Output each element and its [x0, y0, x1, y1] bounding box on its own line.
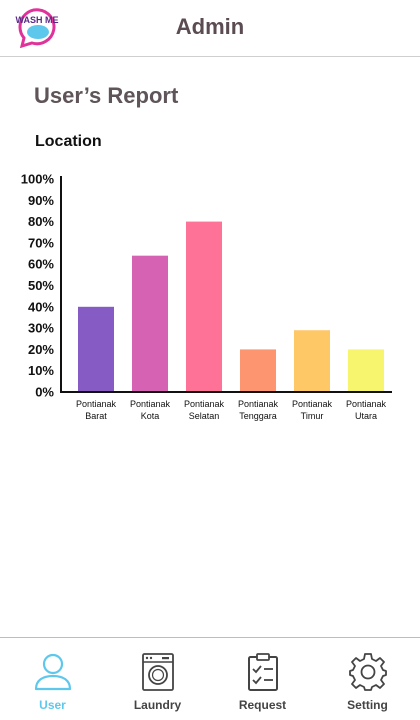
nav-item-setting[interactable]: Setting [315, 638, 420, 720]
category-label: Kota [141, 411, 160, 421]
nav-label-user: User [39, 698, 66, 712]
category-label: Pontianak [130, 399, 171, 409]
nav-label-laundry: Laundry [133, 698, 182, 712]
logo-text-wash: WASH ME [15, 15, 58, 25]
category-label: Tenggara [239, 411, 277, 421]
y-tick-label: 60% [28, 257, 54, 272]
bar [294, 330, 330, 392]
bar [186, 221, 222, 392]
wash-me-logo[interactable]: WASH ME [14, 6, 60, 48]
app-header: WASH ME Admin [0, 0, 420, 57]
bottom-nav: User Laundry Request Setting [0, 637, 420, 720]
section-title: Location [35, 133, 102, 150]
category-label: Pontianak [184, 399, 225, 409]
category-label: Utara [355, 411, 377, 421]
page-title: User’s Report [34, 83, 179, 108]
y-tick-label: 30% [28, 321, 54, 336]
nav-item-request[interactable]: Request [210, 638, 315, 720]
y-tick-label: 90% [28, 193, 54, 208]
y-tick-label: 10% [28, 363, 54, 378]
category-label: Selatan [189, 411, 220, 421]
y-tick-label: 100% [21, 172, 55, 187]
category-label: Pontianak [292, 399, 333, 409]
bar [240, 349, 276, 392]
washing-machine-icon [141, 653, 174, 691]
category-label: Pontianak [346, 399, 387, 409]
bar [132, 255, 168, 392]
category-label: Pontianak [76, 399, 117, 409]
nav-label-setting: Setting [347, 698, 388, 712]
y-tick-label: 50% [28, 278, 54, 293]
y-tick-label: 40% [28, 299, 54, 314]
bar [78, 306, 114, 392]
y-tick-label: 0% [35, 385, 54, 400]
nav-item-user[interactable]: User [0, 638, 105, 720]
header-title: Admin [175, 14, 245, 39]
user-icon [34, 653, 71, 691]
y-tick-label: 20% [28, 342, 54, 357]
category-label: Timur [301, 411, 324, 421]
y-tick-label: 80% [28, 214, 54, 229]
nav-item-laundry[interactable]: Laundry [105, 638, 210, 720]
location-bar-chart: 0% 10% 20% 30% 40% 50% 60% 70% 80% 90% 100% Pontia… [21, 172, 392, 421]
gear-icon [348, 653, 387, 691]
clipboard-check-icon [247, 653, 278, 691]
nav-label-request: Request [238, 698, 287, 712]
bar [348, 349, 384, 392]
category-label: Pontianak [238, 399, 279, 409]
y-tick-label: 70% [28, 235, 54, 250]
category-label: Barat [85, 411, 107, 421]
